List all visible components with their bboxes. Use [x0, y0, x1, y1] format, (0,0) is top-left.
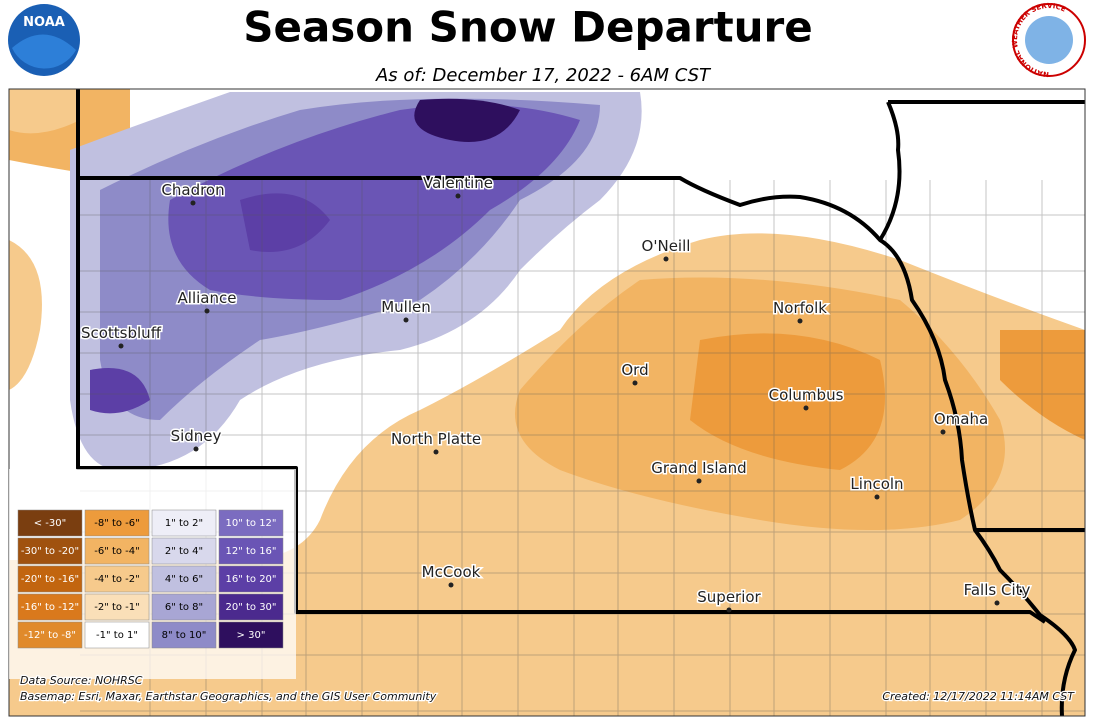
legend-swatch	[151, 509, 217, 537]
city-dot	[726, 607, 732, 613]
legend-label: 10" to 12"	[225, 518, 276, 529]
legend-label: 12" to 16"	[225, 546, 276, 557]
legend-swatch	[84, 509, 150, 537]
city-label: Falls City	[964, 581, 1031, 599]
legend-swatch	[218, 621, 284, 649]
city-dot	[193, 446, 199, 452]
legend-swatch	[17, 509, 83, 537]
city-dot	[448, 582, 454, 588]
legend-swatch	[17, 565, 83, 593]
legend-swatch	[218, 509, 284, 537]
city-label: Norfolk	[773, 299, 827, 317]
legend-label: -2" to -1"	[94, 602, 140, 613]
legend-swatch	[17, 621, 83, 649]
city-label: Scottsbluff	[81, 324, 162, 342]
county-lines	[80, 180, 1085, 716]
subtitle: As of: December 17, 2022 - 6AM CST	[375, 65, 712, 86]
legend-label: < -30"	[34, 518, 67, 529]
legend-label: -8" to -6"	[94, 518, 140, 529]
map-frame	[8, 88, 1086, 717]
city-label: Valentine	[423, 174, 493, 192]
legend-swatch	[151, 593, 217, 621]
legend-label: 4" to 6"	[165, 574, 203, 585]
city-label: Mullen	[381, 298, 431, 316]
city-label: Sidney	[171, 427, 222, 445]
city-dot	[190, 200, 196, 206]
legend-label: -6" to -4"	[94, 546, 140, 557]
city-dot	[403, 317, 409, 323]
legend-label: 1" to 2"	[165, 518, 203, 529]
legend-swatch	[84, 593, 150, 621]
legend: < -30" -30" to -20" -20" to -16" -16" to -1…	[9, 469, 296, 679]
city-dot	[118, 343, 124, 349]
nws-logo: NATIONAL WEATHER SERVICE	[1011, 2, 1086, 78]
legend-label: -30" to -20"	[21, 546, 79, 557]
legend-swatch	[151, 537, 217, 565]
city-label: Grand Island	[651, 459, 746, 477]
legend-swatch	[218, 565, 284, 593]
city-dot	[204, 308, 210, 314]
city-dot	[994, 600, 1000, 606]
basemap: Basemap: Esri, Maxar, Earthstar Geograph…	[20, 690, 437, 703]
legend-swatch	[84, 621, 150, 649]
legend-swatch	[84, 565, 150, 593]
city-label: O'Neill	[642, 237, 691, 255]
city-label: Ord	[621, 361, 648, 379]
legend-label: 8" to 10"	[162, 630, 207, 641]
legend-label: 2" to 4"	[165, 546, 203, 557]
cities: Chadron Valentine O'Neill Alliance Mullen Nor…	[79, 173, 1032, 613]
city-dot	[797, 318, 803, 324]
noaa-logo: NOAA	[8, 4, 80, 76]
city-dot	[874, 494, 880, 500]
city-dot	[940, 429, 946, 435]
legend-swatch	[17, 537, 83, 565]
legend-label: -12" to -8"	[24, 630, 76, 641]
legend-label: -16" to -12"	[21, 602, 79, 613]
legend-swatch	[151, 565, 217, 593]
legend-label: -20" to -16"	[21, 574, 79, 585]
city-dot	[803, 405, 809, 411]
city-dot	[455, 193, 461, 199]
city-label: Columbus	[769, 386, 844, 404]
city-dot	[433, 449, 439, 455]
source: Data Source: NOHRSC	[20, 674, 143, 687]
legend-swatch	[17, 593, 83, 621]
legend-label: 6" to 8"	[165, 602, 203, 613]
legend-label: 16" to 20"	[225, 574, 276, 585]
noaa-text: NOAA	[23, 15, 65, 30]
city-label: Lincoln	[850, 475, 903, 493]
city-label: Omaha	[934, 410, 988, 428]
city-label: North Platte	[391, 430, 481, 448]
city-dot	[696, 478, 702, 484]
city-label: Alliance	[178, 289, 237, 307]
legend-label: -4" to -2"	[94, 574, 140, 585]
city-label: Chadron	[161, 181, 224, 199]
city-dot	[663, 256, 669, 262]
legend-swatch	[218, 537, 284, 565]
legend-swatch	[84, 537, 150, 565]
city-label: Superior	[697, 588, 761, 606]
county-grid	[80, 180, 1085, 716]
legend-swatch	[151, 621, 217, 649]
city-label: McCook	[422, 563, 481, 581]
legend-label: > 30"	[237, 630, 266, 641]
legend-label: 20" to 30"	[225, 602, 276, 613]
city-dot	[632, 380, 638, 386]
created: Created: 12/17/2022 11:14AM CST	[882, 690, 1075, 703]
legend-swatch	[218, 593, 284, 621]
legend-label: -1" to 1"	[96, 630, 138, 641]
title: Season Snow Departure	[243, 3, 813, 52]
